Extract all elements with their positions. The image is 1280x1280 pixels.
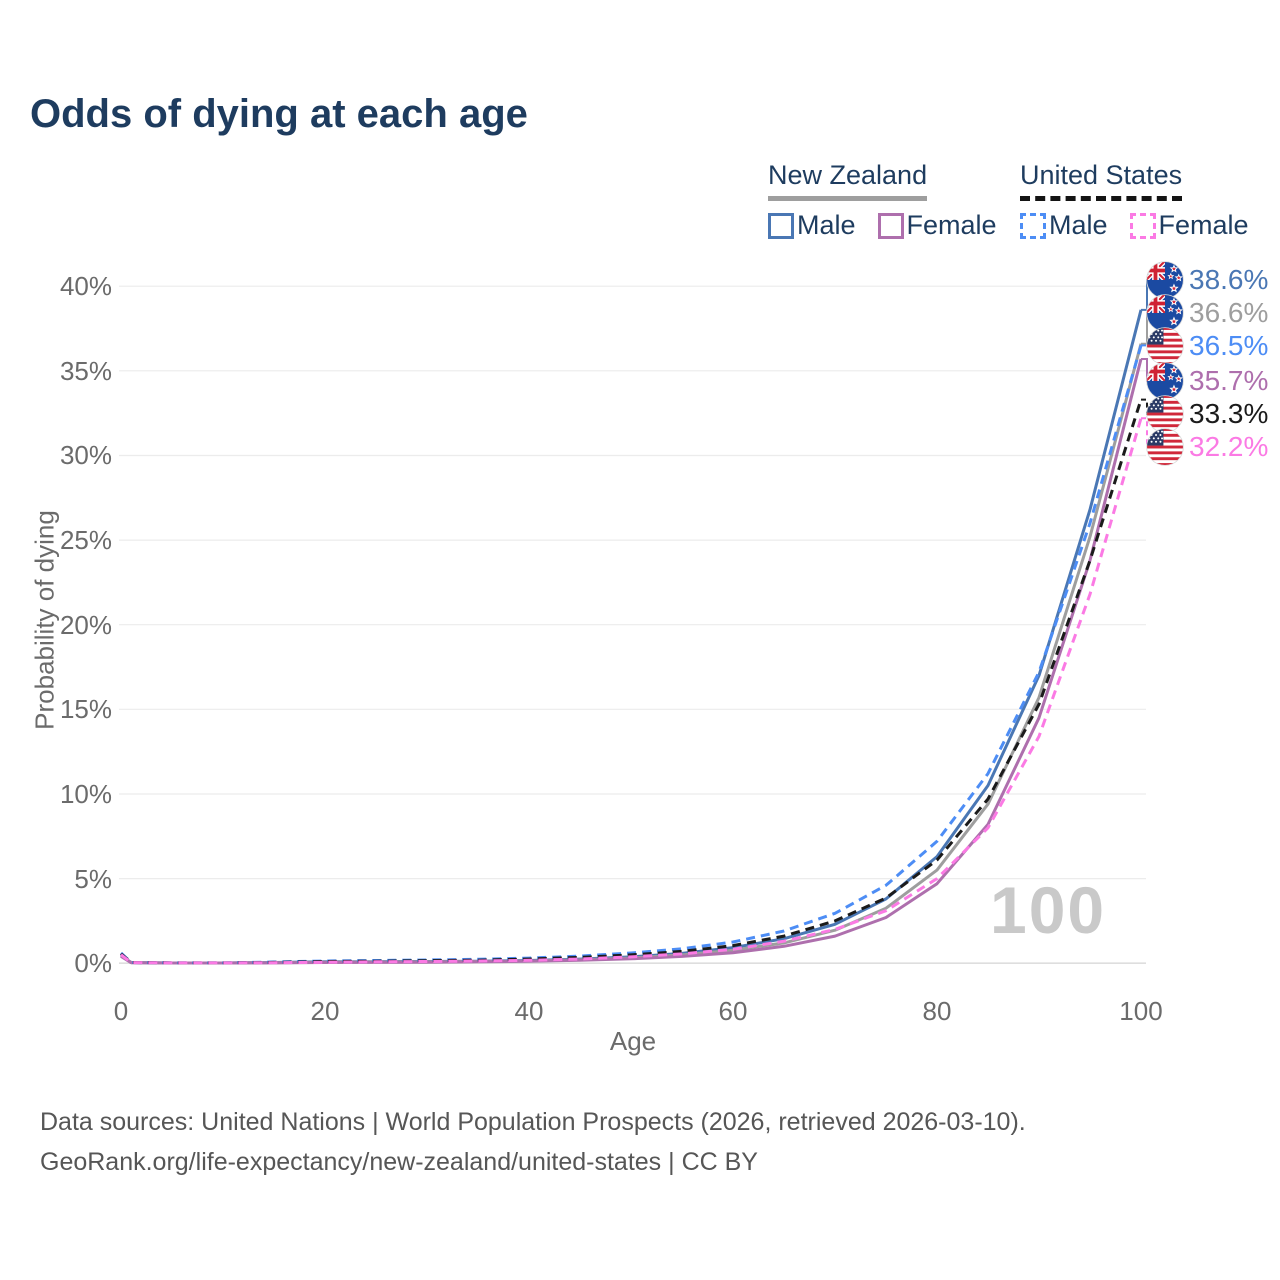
series-line-nz-total[interactable] <box>120 343 1143 965</box>
nz-female-swatch-icon <box>877 212 904 239</box>
y-tick-label: 20% <box>59 610 112 640</box>
us-male-swatch-icon <box>1020 212 1046 239</box>
end-label-us-total: 33.3% <box>1146 395 1268 433</box>
legend-item-label: Female <box>1158 210 1249 240</box>
x-tick-label: 40 <box>514 996 544 1026</box>
end-label-nz-female: 35.7% <box>1146 362 1268 400</box>
y-tick-label: 30% <box>59 440 112 470</box>
x-tick-label: 80 <box>922 996 952 1026</box>
y-tick-label: 5% <box>74 864 112 894</box>
end-label-value: 38.6% <box>1189 264 1269 295</box>
series-line-nz-male[interactable] <box>120 309 1143 965</box>
us-flag-icon <box>1146 428 1184 466</box>
legend-header-new-zealand[interactable]: New Zealand <box>768 160 928 201</box>
legend-item-us-female[interactable]: Female <box>1129 210 1249 241</box>
legend-item-nz-female[interactable]: Female <box>877 210 997 241</box>
data-sources-text: Data sources: United Nations | World Pop… <box>40 1108 1026 1136</box>
end-label-nz-total: 36.6% <box>1146 294 1268 332</box>
attribution-text: GeoRank.org/life-expectancy/new-zealand/… <box>40 1148 758 1176</box>
y-tick-label: 25% <box>59 525 112 555</box>
legend-item-us-male[interactable]: Male <box>1020 210 1108 241</box>
x-axis-title: Age <box>609 1026 657 1056</box>
end-label-nz-male: 38.6% <box>1146 261 1268 299</box>
series-line-nz-female[interactable] <box>120 358 1143 965</box>
page-title: Odds of dying at each age <box>30 92 528 136</box>
y-tick-label: 0% <box>74 948 112 978</box>
x-tick-label: 60 <box>718 996 748 1026</box>
us-female-swatch-icon <box>1129 212 1156 239</box>
end-label-value: 35.7% <box>1189 365 1269 396</box>
age-watermark: 100 <box>990 873 1107 947</box>
y-tick-label: 15% <box>59 694 112 724</box>
x-tick-label: 0 <box>113 996 129 1026</box>
end-label-value: 36.5% <box>1189 330 1269 361</box>
end-label-value: 32.2% <box>1189 431 1269 462</box>
nz-male-swatch-icon <box>768 212 794 239</box>
end-label-leader-line <box>1141 417 1160 448</box>
legend-header-united-states[interactable]: United States <box>1020 160 1183 201</box>
end-label-value: 33.3% <box>1189 398 1269 429</box>
end-label-value: 36.6% <box>1189 297 1269 328</box>
legend-item-nz-male[interactable]: Male <box>768 210 856 241</box>
x-tick-label: 20 <box>310 996 340 1026</box>
legend-group-new-zealand: New Zealand Male Female <box>768 160 997 241</box>
legend-item-label: Female <box>906 210 997 240</box>
series-line-us-total[interactable] <box>120 399 1143 965</box>
end-label-leader-line <box>1141 398 1160 415</box>
x-tick-label: 100 <box>1119 996 1163 1026</box>
legend-item-label: Male <box>1049 210 1108 240</box>
legend-item-label: Male <box>797 210 856 240</box>
legend-group-united-states: United States Male Female <box>1020 160 1249 241</box>
end-label-us-male: 36.5% <box>1146 327 1268 365</box>
legend-row-united-states: Male Female <box>1020 210 1249 241</box>
y-tick-label: 10% <box>59 779 112 809</box>
y-tick-label: 40% <box>59 271 112 301</box>
series-line-us-female[interactable] <box>120 417 1143 965</box>
end-label-us-female: 32.2% <box>1146 428 1268 466</box>
y-tick-label: 35% <box>59 356 112 386</box>
series-line-us-male[interactable] <box>119 344 1143 965</box>
us-flag-icon <box>1146 327 1184 365</box>
legend-row-new-zealand: Male Female <box>768 210 997 241</box>
